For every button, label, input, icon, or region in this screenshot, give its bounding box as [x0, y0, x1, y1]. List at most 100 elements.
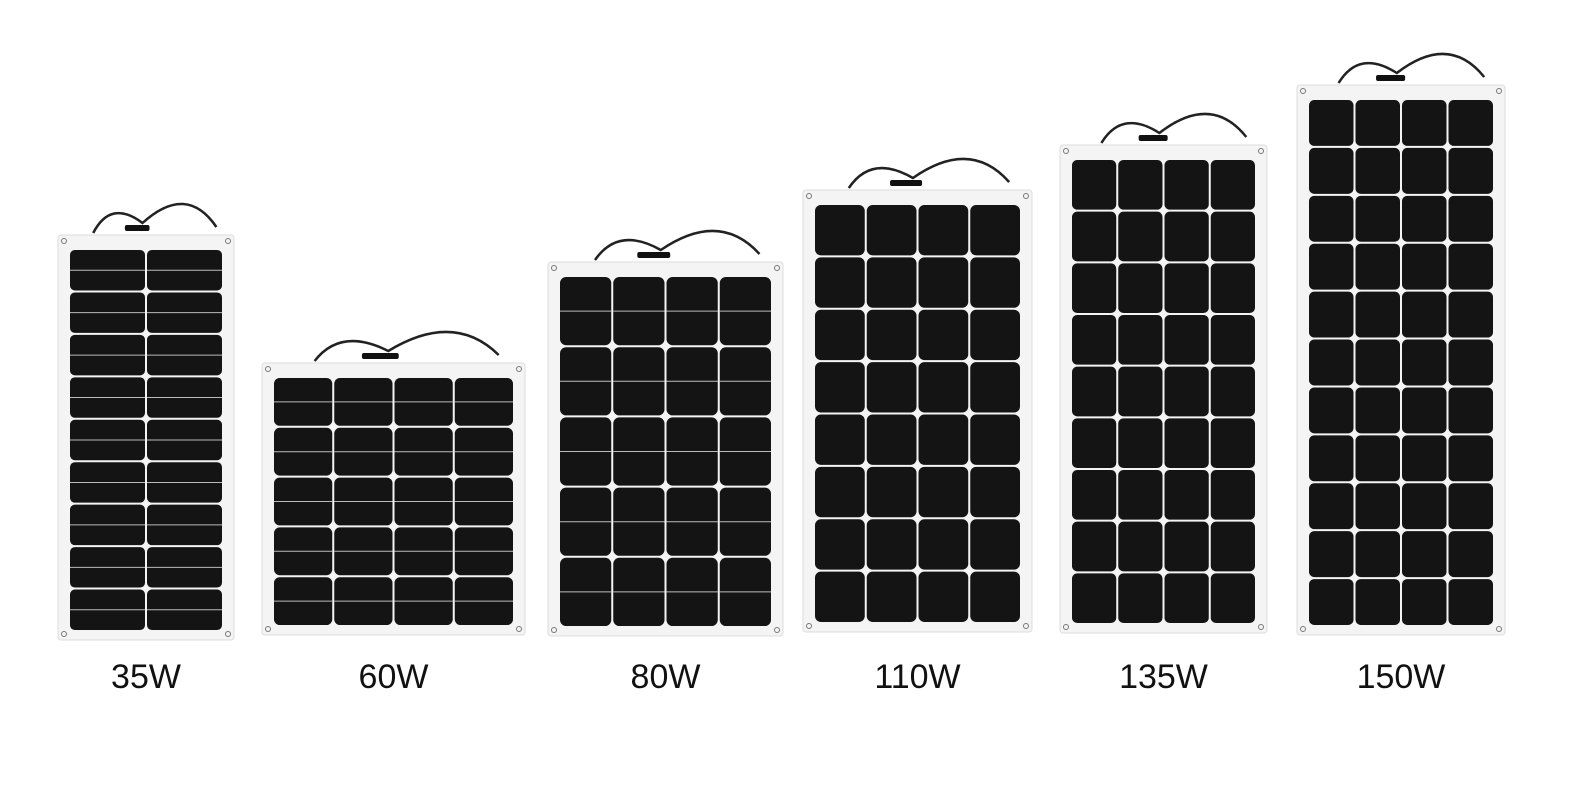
solar-cell [1355, 339, 1400, 386]
solar-cell [1072, 160, 1117, 210]
wattage-label: 135W [1119, 658, 1208, 696]
mount-hole [516, 626, 522, 632]
solar-cell [815, 257, 865, 308]
solar-cell [1164, 315, 1209, 365]
mount-hole [516, 366, 522, 372]
solar-cell [1448, 339, 1493, 386]
solar-cell [815, 362, 865, 413]
solar-cell [1355, 291, 1400, 338]
solar-cell [866, 362, 917, 413]
solar-cell [1355, 579, 1400, 625]
solar-cell [866, 414, 917, 465]
connector [890, 180, 923, 186]
solar-cell [1355, 435, 1400, 482]
solar-cell [1118, 315, 1163, 365]
solar-cell [1164, 366, 1209, 417]
solar-panel [1296, 52, 1506, 636]
wattage-label: 60W [359, 658, 429, 696]
solar-cell [1072, 263, 1117, 313]
mount-hole [1496, 626, 1502, 632]
mount-hole [61, 631, 67, 637]
cable [92, 202, 218, 234]
solar-cell [1210, 418, 1255, 468]
solar-cell [1072, 366, 1117, 417]
solar-cell [1164, 418, 1209, 468]
mount-hole [1300, 88, 1306, 94]
solar-cell [1210, 315, 1255, 365]
solar-cell [1118, 366, 1163, 417]
solar-cell [1164, 573, 1209, 623]
solar-cell [1210, 470, 1255, 520]
solar-cell [970, 205, 1020, 256]
solar-cell [1402, 291, 1447, 338]
solar-cell [1402, 147, 1447, 194]
mount-hole [806, 193, 812, 199]
solar-cell [866, 309, 917, 361]
solar-cell [918, 414, 969, 465]
solar-cell [1355, 243, 1400, 290]
solar-cell [1164, 470, 1209, 520]
solar-cell [1402, 387, 1447, 434]
solar-panel [547, 229, 784, 637]
solar-cell [1072, 573, 1117, 623]
mount-hole [1023, 193, 1029, 199]
mount-hole [774, 627, 780, 633]
solar-panel [802, 157, 1033, 633]
solar-cell [866, 571, 917, 622]
solar-cell [1210, 211, 1255, 262]
connector [361, 353, 399, 359]
wattage-label: 110W [874, 658, 960, 696]
solar-cell [1448, 435, 1493, 482]
solar-cell [1164, 211, 1209, 262]
solar-cell [970, 309, 1020, 361]
mount-hole [774, 265, 780, 271]
solar-cell [1118, 470, 1163, 520]
solar-cell [866, 466, 917, 518]
solar-cell [866, 205, 917, 256]
solar-cell [1210, 366, 1255, 417]
solar-cell [1309, 100, 1354, 146]
cable [1337, 52, 1486, 84]
solar-cell [970, 257, 1020, 308]
solar-cell [970, 519, 1020, 570]
solar-cell [1402, 195, 1447, 242]
solar-cell [1210, 160, 1255, 210]
cable [593, 229, 761, 261]
solar-cell [1309, 339, 1354, 386]
solar-cell [1118, 573, 1163, 623]
cable [1100, 112, 1248, 144]
solar-cell [918, 257, 969, 308]
solar-cell [1355, 531, 1400, 578]
solar-cell [1164, 263, 1209, 313]
solar-cell [1118, 263, 1163, 313]
solar-cell [1309, 387, 1354, 434]
solar-cell [1309, 291, 1354, 338]
solar-cell [866, 519, 917, 570]
solar-cell [1210, 573, 1255, 623]
solar-cell [1072, 211, 1117, 262]
wattage-label: 35W [111, 658, 181, 696]
solar-cell [918, 571, 969, 622]
mount-hole [551, 265, 557, 271]
solar-cell [1448, 483, 1493, 530]
solar-cell [815, 466, 865, 518]
mount-hole [265, 626, 271, 632]
solar-cell [1309, 483, 1354, 530]
mount-hole [265, 366, 271, 372]
solar-cell [970, 571, 1020, 622]
mount-hole [806, 623, 812, 629]
solar-cell [1448, 579, 1493, 625]
solar-cell [918, 205, 969, 256]
solar-cell [918, 362, 969, 413]
solar-cell [1402, 579, 1447, 625]
connector [1376, 75, 1406, 81]
solar-cell [1118, 211, 1163, 262]
mount-hole [61, 238, 67, 244]
solar-cell [1072, 315, 1117, 365]
solar-cell [1448, 243, 1493, 290]
solar-cell [1402, 435, 1447, 482]
solar-cell [1402, 100, 1447, 146]
solar-cell [815, 309, 865, 361]
solar-cell [1355, 195, 1400, 242]
solar-cell [918, 519, 969, 570]
